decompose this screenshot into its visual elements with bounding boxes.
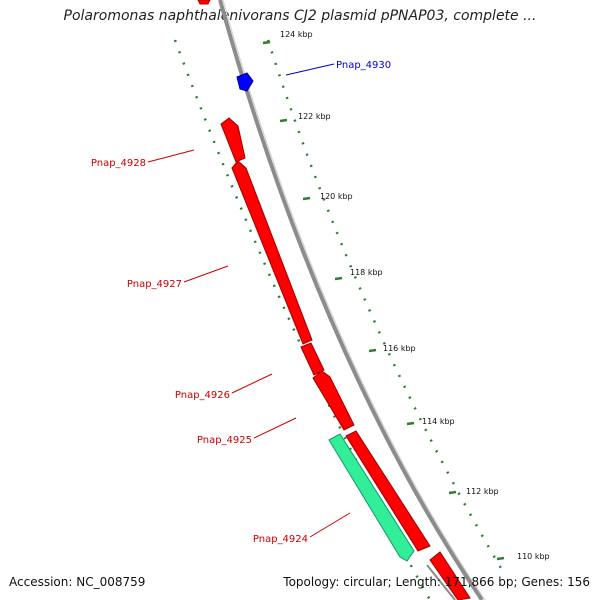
leader-pnap-4930 [285,63,335,76]
tick-mark [448,490,457,495]
summary-text: Topology: circular; Length: 171,866 bp; … [283,575,590,589]
gene-arrow-bottom-outline [426,564,456,600]
backbone-highlight [222,0,486,600]
tick-label: 112 kbp [466,487,499,496]
leader-pnap-4928 [147,149,195,163]
backbone-circle [218,0,484,600]
gene-arrow-pnap-4925[interactable] [312,370,355,431]
gene-arrow-pnap-4924[interactable] [328,433,415,562]
tick-mark [279,118,288,123]
tick-mark [406,421,415,426]
tick-label: 110 kbp [517,552,550,561]
gene-label-pnap-4927[interactable]: Pnap_4927 [127,279,182,290]
inner-dotted-ring [266,39,507,576]
map-title: Polaromonas naphthalenivorans CJ2 plasmi… [63,8,537,24]
gene-arrow-pnap-4928[interactable] [220,117,246,163]
gene-label-pnap-4925[interactable]: Pnap_4925 [197,435,252,446]
gene-arrow-pnap-4926[interactable] [300,342,325,376]
gene-arrow-pnap-4930[interactable] [236,72,254,92]
accession-text: Accession: NC_008759 [9,575,146,589]
leader-pnap-4924 [309,512,351,538]
tick-mark [262,40,271,45]
gene-label-pnap-4924[interactable]: Pnap_4924 [253,534,308,545]
tick-label: 122 kbp [298,112,331,121]
gene-arrow-pnap-4927[interactable] [231,160,313,345]
tick-mark [334,276,343,281]
leader-pnap-4926 [231,373,273,394]
tick-label: 118 kbp [350,268,383,277]
tick-mark [368,348,377,353]
gene-label-pnap-4926[interactable]: Pnap_4926 [175,390,230,401]
gene-arrow-top-partial[interactable] [197,0,211,5]
tick-label: 120 kbp [320,192,353,201]
gene-arrow-pnap-4925b[interactable] [345,430,431,552]
tick-label: 124 kbp [280,30,313,39]
tick-mark [302,196,311,201]
gene-label-pnap-4928[interactable]: Pnap_4928 [91,158,146,169]
tick-mark [496,556,505,561]
leader-pnap-4925 [253,417,297,439]
gene-arrow-bottom-partial[interactable] [429,551,471,600]
tick-label: 114 kbp [422,417,455,426]
tick-marks: 124 kbp 122 kbp 120 kbp 118 kbp 116 kbp 114 k… [262,30,550,561]
leader-pnap-4927 [183,265,229,283]
gene-label-pnap-4930[interactable]: Pnap_4930 [336,60,391,71]
tick-label: 116 kbp [383,344,416,353]
